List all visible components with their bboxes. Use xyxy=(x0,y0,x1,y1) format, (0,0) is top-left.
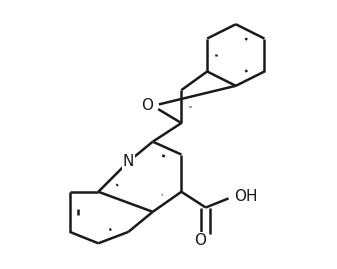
Text: O: O xyxy=(194,233,206,248)
Text: O: O xyxy=(141,98,153,113)
Text: N: N xyxy=(123,154,134,169)
Text: OH: OH xyxy=(234,189,258,204)
